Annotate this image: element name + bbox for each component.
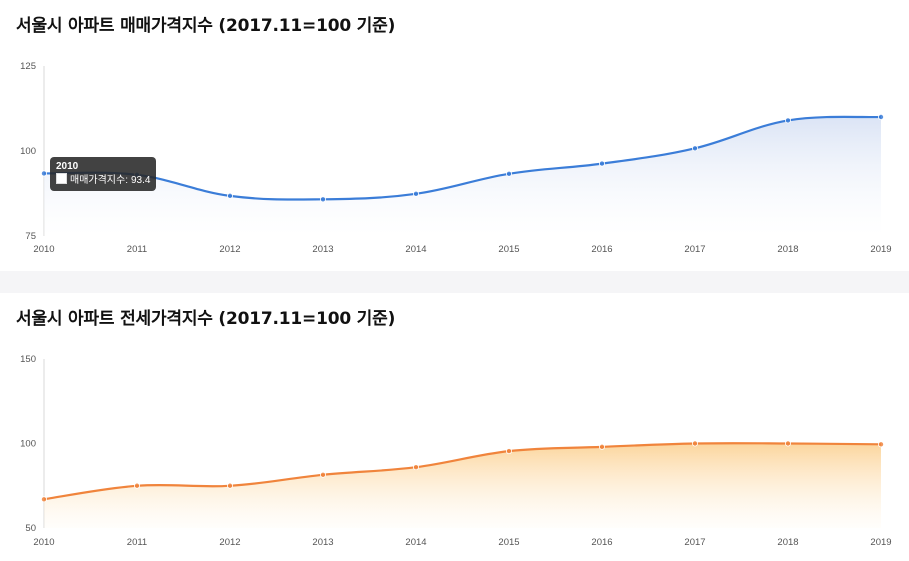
tooltip-series-name: 매매가격지수	[70, 175, 126, 186]
data-point	[319, 196, 326, 203]
x-tick-label: 2019	[870, 537, 891, 548]
sales-index-chart: 75 100 125 2010 2011 2012 2013 2014 2015 2016 2017…	[20, 61, 891, 255]
x-tick-label: 2012	[219, 244, 240, 255]
chart-title: 서울시 아파트 전세가격지수 (2017.11=100 기준)	[16, 309, 396, 329]
x-tick-label: 2010	[33, 537, 54, 548]
y-tick-label: 50	[25, 523, 36, 534]
x-tick-label: 2017	[684, 537, 705, 548]
y-tick-label: 75	[25, 231, 36, 242]
data-point	[412, 464, 419, 471]
series-line	[43, 115, 882, 201]
jeonse-index-chart-panel: 서울시 아파트 전세가격지수 (2017.11=100 기준) 50 100 150…	[0, 293, 909, 561]
y-tick-label: 100	[20, 146, 36, 157]
x-tick-label: 2010	[33, 244, 54, 255]
data-point	[692, 440, 699, 447]
tooltip-value: 93.4	[130, 175, 151, 186]
series-line	[43, 442, 882, 501]
data-point	[319, 471, 326, 478]
data-point	[878, 114, 885, 121]
x-tick-label: 2015	[498, 244, 519, 255]
series-area	[44, 116, 881, 236]
tooltip-title: 2010	[56, 161, 79, 172]
data-point	[41, 170, 48, 177]
x-tick-label: 2013	[312, 537, 333, 548]
data-point	[878, 441, 885, 448]
data-point	[133, 482, 140, 489]
jeonse-index-chart: 50 100 150 2010 2011 2012 2013 2014 2015 2016 2017…	[20, 354, 891, 548]
data-point	[505, 448, 512, 455]
y-tick-label: 100	[20, 439, 36, 450]
data-point	[41, 496, 48, 503]
x-tick-label: 2013	[312, 244, 333, 255]
x-tick-label: 2018	[777, 244, 798, 255]
chart-title: 서울시 아파트 매매가격지수 (2017.11=100 기준)	[16, 16, 396, 36]
x-tick-label: 2018	[777, 537, 798, 548]
data-point	[599, 443, 606, 450]
data-point	[226, 482, 233, 489]
legend-swatch-icon	[56, 173, 67, 184]
data-point	[785, 117, 792, 124]
data-point	[505, 170, 512, 177]
x-tick-label: 2016	[591, 244, 612, 255]
x-tick-label: 2014	[405, 537, 426, 548]
data-point	[412, 190, 419, 197]
x-tick-label: 2015	[498, 537, 519, 548]
y-tick-label: 125	[20, 61, 36, 72]
data-point	[692, 145, 699, 152]
x-tick-label: 2019	[870, 244, 891, 255]
x-tick-label: 2016	[591, 537, 612, 548]
data-tooltip: 2010 매매가격지수: 93.4	[50, 157, 157, 191]
sales-index-chart-panel: 서울시 아파트 매매가격지수 (2017.11=100 기준) 75 100 125…	[0, 0, 909, 271]
x-tick-label: 2017	[684, 244, 705, 255]
x-tick-label: 2012	[219, 537, 240, 548]
x-tick-label: 2011	[127, 537, 147, 548]
data-point	[785, 440, 792, 447]
x-tick-label: 2011	[127, 244, 147, 255]
series-area	[44, 443, 881, 528]
data-point	[226, 192, 233, 199]
x-tick-label: 2014	[405, 244, 426, 255]
data-point	[599, 160, 606, 167]
y-tick-label: 150	[20, 354, 36, 365]
